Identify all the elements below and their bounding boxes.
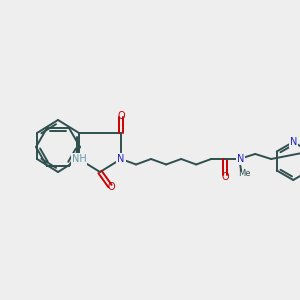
Text: O: O [221, 172, 229, 182]
Text: Me: Me [238, 169, 250, 178]
Text: N: N [117, 154, 125, 164]
Text: NH: NH [72, 154, 86, 164]
Text: O: O [107, 182, 115, 192]
Text: N: N [290, 137, 297, 147]
Text: N: N [236, 154, 244, 164]
Text: O: O [117, 111, 125, 121]
